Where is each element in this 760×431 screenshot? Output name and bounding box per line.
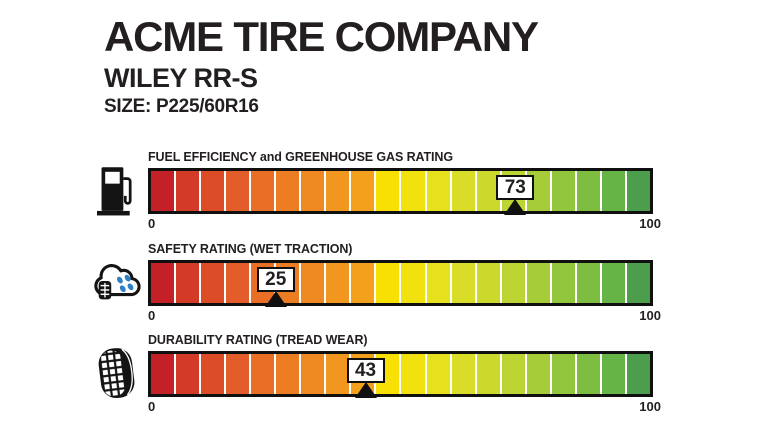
fuel-pump-icon-svg [97,167,132,216]
safety-gradient-scale [151,263,650,303]
tire-model: WILEY RR-S [104,63,258,93]
fuel-efficiency-title: FUEL EFFICIENCY and GREENHOUSE GAS RATIN… [148,150,453,164]
scale-segment [601,171,625,211]
scale-segment [276,171,300,211]
durability-marker-pointer-icon [354,382,377,398]
scale-segment [201,263,225,303]
tire-icon-svg [98,348,135,399]
scale-min-label: 0 [148,399,156,414]
rain-cloud-icon [90,254,144,310]
durability-rating-value-box: 43 [346,358,385,383]
scale-segment [326,263,350,303]
fuel-gradient-scale [151,171,650,211]
scale-segment [551,171,575,211]
scale-segment [376,263,400,303]
scale-segment [251,171,275,211]
scale-segment [401,171,425,211]
scale-segment [601,263,625,303]
safety-rating-value: 25 [265,269,287,290]
scale-segment [476,263,500,303]
scale-segment [426,354,450,394]
scale-segment [626,171,650,211]
tire-size: SIZE: P225/60R16 [104,96,259,117]
safety-rating-title: SAFETY RATING (WET TRACTION) [148,242,353,256]
scale-segment [401,263,425,303]
safety-rating-value-box: 25 [256,267,295,292]
scale-segment [326,171,350,211]
scale-segment [151,354,175,394]
scale-min-label: 0 [148,308,156,323]
durability-rating-value: 43 [354,360,377,381]
scale-segment [576,171,600,211]
company-name: ACME TIRE COMPANY [104,13,539,60]
scale-segment [251,354,275,394]
fuel-pump-icon [90,162,144,218]
scale-segment [551,263,575,303]
scale-segment [426,263,450,303]
scale-segment [226,171,250,211]
scale-segment [626,263,650,303]
fuel-rating-value: 73 [504,177,526,198]
scale-max-label: 100 [639,399,661,414]
scale-segment [451,263,475,303]
mini-tire-glyph [98,281,112,300]
durability-rating-bar: 43 [148,351,653,398]
scale-segment [476,354,500,394]
scale-segment [151,263,175,303]
safety-scale-labels: 0 100 [148,308,661,324]
scale-segment [426,171,450,211]
scale-min-label: 0 [148,216,156,231]
safety-rating-bar: 25 [148,260,653,307]
durability-gradient-scale [151,354,650,394]
tire-icon [90,345,144,401]
fuel-scale-labels: 0 100 [148,216,661,232]
scale-segment [301,171,325,211]
scale-segment [351,263,375,303]
scale-segment [451,354,475,394]
fuel-marker-pointer-icon [504,199,527,215]
fuel-efficiency-bar: 73 [148,168,653,215]
rain-cloud-icon-svg [94,264,141,300]
scale-segment [226,354,250,394]
durability-scale-labels: 0 100 [148,399,661,415]
scale-segment [176,263,200,303]
safety-rating-section: SAFETY RATING (WET TRACTION) 25 0 100 [90,242,665,326]
fuel-rating-value-box: 73 [496,175,535,200]
scale-segment [201,171,225,211]
scale-segment [526,263,550,303]
durability-rating-title: DURABILITY RATING (TREAD WEAR) [148,333,368,347]
scale-segment [501,263,525,303]
scale-segment [201,354,225,394]
scale-max-label: 100 [639,216,661,231]
scale-segment [176,171,200,211]
scale-segment [451,171,475,211]
scale-segment [476,171,500,211]
scale-segment [151,171,175,211]
scale-segment [576,263,600,303]
scale-segment [551,354,575,394]
scale-segment [301,263,325,303]
scale-segment [326,354,350,394]
scale-segment [301,354,325,394]
scale-segment [276,354,300,394]
scale-segment [351,171,375,211]
fuel-efficiency-section: FUEL EFFICIENCY and GREENHOUSE GAS RATIN… [90,150,665,234]
scale-segment [601,354,625,394]
scale-segment [526,354,550,394]
scale-segment [401,354,425,394]
scale-segment [176,354,200,394]
scale-segment [501,354,525,394]
durability-rating-section: DURABILITY RATING (TREAD WEAR) 43 0 100 [90,333,665,417]
scale-max-label: 100 [639,308,661,323]
scale-segment [576,354,600,394]
scale-segment [226,263,250,303]
scale-segment [626,354,650,394]
scale-segment [376,171,400,211]
safety-marker-pointer-icon [264,291,287,307]
